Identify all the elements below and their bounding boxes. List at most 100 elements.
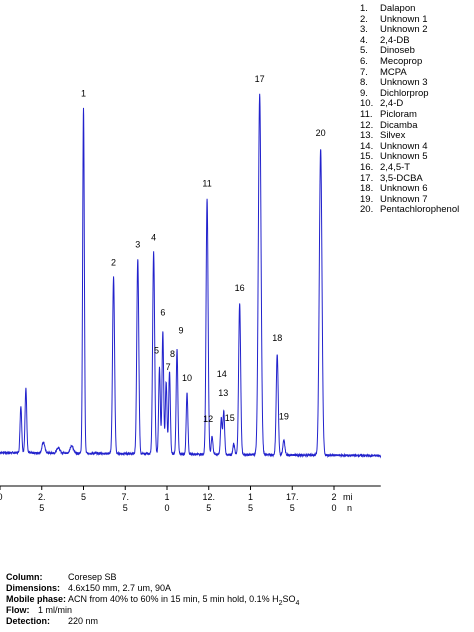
x-tick-label-line2-17.5: 5 (290, 503, 295, 513)
x-tick-label-line2-12.5: 5 (206, 503, 211, 513)
legend-number: 13. (360, 130, 374, 142)
peak-label-12: 12 (203, 414, 213, 424)
mobile-phase-subscript-4: 4 (295, 599, 300, 607)
legend-item: 11. Picloram (360, 108, 459, 121)
legend-number: 14. (360, 140, 374, 152)
legend-compound: Unknown 6 (380, 183, 428, 195)
peak-label-11: 11 (202, 178, 211, 188)
x-tick-label-2.5: 2. (38, 492, 46, 502)
legend-number: 11. (360, 108, 373, 120)
x-tick-label-line2-2.5: 5 (39, 503, 44, 513)
legend-item: 17. 3,5-DCBA (360, 172, 459, 185)
dimensions-row: Dimensions: 4.6x150 mm, 2.7 um, 90A (6, 583, 171, 594)
legend-number: 7. (360, 66, 368, 78)
legend-item: 3. Unknown 2 (360, 25, 459, 36)
chromatogram-trace (0, 93, 382, 459)
x-unit-label: mi (343, 492, 353, 502)
legend-compound: MCPA (380, 66, 407, 78)
legend-compound: 2,4,5-T (380, 161, 411, 173)
x-tick-label-line2-7.5: 5 (123, 503, 128, 513)
legend-number: 1. (360, 3, 368, 14)
peak-label-6: 6 (160, 308, 165, 318)
legend-number: 15. (360, 151, 374, 163)
legend-number: 12. (360, 119, 374, 131)
peak-label-19: 19 (279, 412, 289, 422)
legend-number: 20. (360, 204, 374, 216)
x-tick-label-5: 5 (81, 492, 86, 502)
legend-compound: Dichlorprop (380, 87, 429, 99)
mobile-phase-text: ACN from 40% to 60% in 15 min, 5 min hol… (68, 594, 279, 604)
legend-item: 6. Mecoprop (360, 55, 459, 68)
flow-value: 1 ml/min (38, 605, 73, 615)
peak-label-10: 10 (182, 373, 192, 383)
peak-label-16: 16 (235, 283, 245, 293)
legend-compound: Dalapon (380, 3, 416, 14)
legend-number: 3. (360, 24, 368, 36)
legend-item: 8. Unknown 3 (360, 78, 459, 89)
legend-number: 17. (360, 172, 374, 184)
legend-number: 16. (360, 161, 374, 173)
legend-number: 19. (360, 193, 374, 205)
column-value: Coresep SB (68, 572, 117, 582)
peak-legend: 1. Dalapon 2. Unknown 1 3. Unknown 2 4. 2,4-DB 5… (360, 3, 459, 216)
peak-label-15: 15 (225, 413, 235, 423)
peak-label-14: 14 (217, 369, 227, 379)
legend-item: 5. Dinoseb (360, 46, 459, 57)
peak-label-2: 2 (111, 258, 116, 268)
legend-compound: Mecoprop (380, 55, 423, 67)
legend-item: 15. Unknown 5 (360, 152, 459, 163)
legend-item: 19. Unknown 7 (360, 193, 459, 206)
x-tick-label-line2-20: 0 (331, 503, 336, 513)
legend-item: 1. Dalapon (360, 3, 459, 15)
legend-number: 2. (360, 13, 368, 25)
peak-label-17: 17 (255, 74, 265, 84)
x-tick-label-15: 1 (248, 492, 253, 502)
x-tick-label-12.5: 12. (202, 492, 215, 502)
mobile-phase-value: ACN from 40% to 60% in 15 min, 5 min hol… (68, 594, 299, 609)
x-tick-label-20: 2 (331, 492, 336, 502)
legend-compound: 3,5-DCBA (380, 172, 423, 184)
peak-label-4: 4 (151, 232, 156, 242)
legend-compound: Dicamba (380, 119, 418, 131)
legend-item: 2. Unknown 1 (360, 13, 459, 26)
legend-item: 20. Pentachlorophenol (360, 205, 459, 216)
detection-value: 220 nm (68, 616, 99, 626)
legend-compound: 2,4-D (380, 98, 404, 110)
peak-label-3: 3 (135, 240, 140, 250)
flow-row: Flow: 1 ml/min (6, 605, 72, 616)
legend-item: 7. MCPA (360, 66, 459, 79)
flow-label: Flow: (6, 605, 30, 615)
chromatogram-chart: 123456789101112131415161718192002.557.51… (0, 74, 382, 513)
peak-label-5: 5 (154, 346, 159, 356)
x-unit-label-line2: n (347, 503, 352, 513)
peak-label-1: 1 (81, 88, 86, 98)
x-tick-label-0: 0 (0, 492, 3, 502)
legend-item: 13. Silvex (360, 131, 459, 142)
legend-compound: 2,4-DB (380, 34, 410, 46)
dimensions-value: 4.6x150 mm, 2.7 um, 90A (68, 583, 172, 593)
legend-compound: Dinoseb (380, 45, 415, 57)
peak-label-20: 20 (316, 128, 326, 138)
legend-compound: Unknown 1 (380, 13, 428, 25)
legend-number: 10. (360, 98, 374, 110)
peak-label-18: 18 (272, 333, 282, 343)
legend-compound: Picloram (380, 108, 417, 120)
mobile-phase-row: Mobile phase: ACN from 40% to 60% in 15 … (6, 594, 299, 607)
legend-number: 8. (360, 77, 368, 89)
legend-compound: Unknown 3 (380, 77, 428, 89)
legend-item: 9. Dichlorprop (360, 87, 459, 100)
column-label: Column: (6, 572, 43, 582)
legend-item: 16. 2,4,5-T (360, 161, 459, 174)
detection-label: Detection: (6, 616, 51, 626)
method-conditions: Column: Coresep SB Dimensions: 4.6x150 m… (6, 572, 299, 627)
legend-item: 4. 2,4-DB (360, 34, 459, 47)
legend-compound: Unknown 4 (380, 140, 428, 152)
legend-number: 4. (360, 34, 368, 46)
legend-item: 18. Unknown 6 (360, 183, 459, 195)
x-tick-label-17.5: 17. (286, 492, 299, 502)
mobile-phase-label: Mobile phase: (6, 594, 67, 604)
mobile-phase-subscript-2: 2 (278, 599, 283, 607)
peak-label-9: 9 (179, 326, 184, 336)
dimensions-label: Dimensions: (6, 583, 61, 593)
legend-compound: Pentachlorophenol (380, 204, 460, 216)
